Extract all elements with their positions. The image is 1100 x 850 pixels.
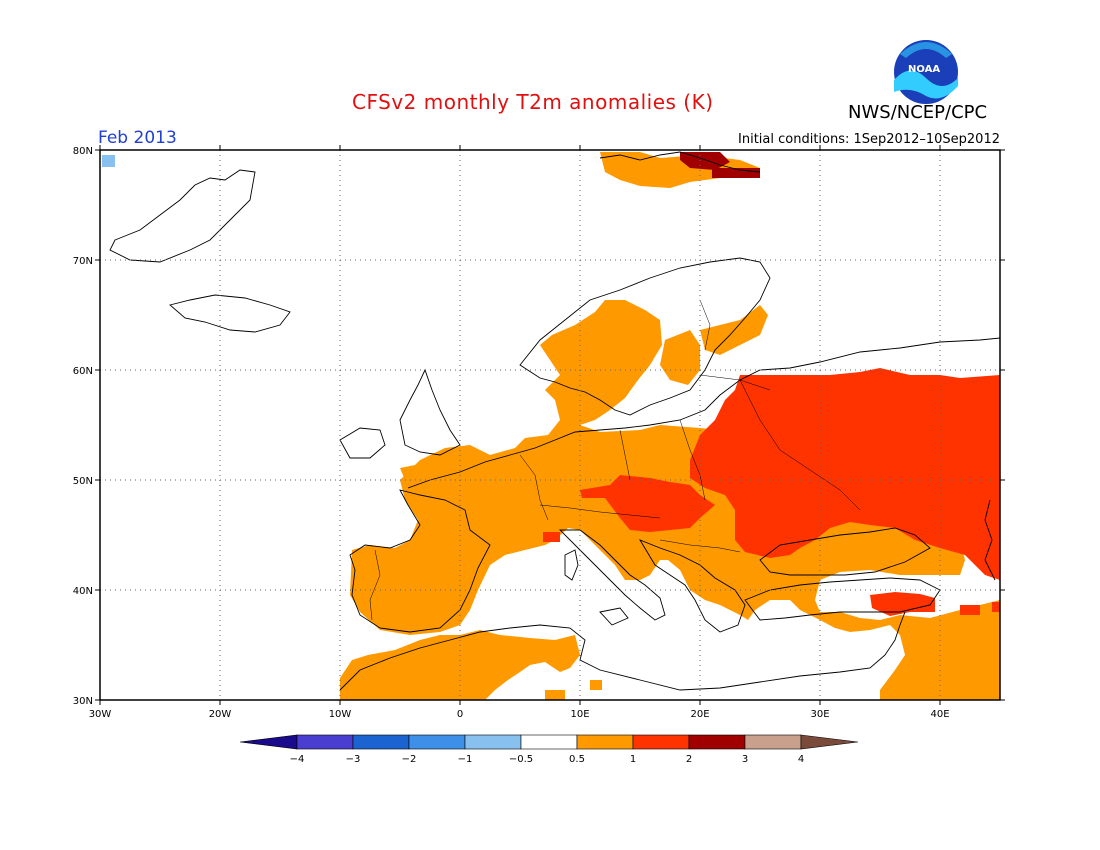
latitude-tick-label: 60N [73, 366, 93, 377]
colorbar-label: 1 [630, 754, 636, 765]
coastline-italy [558, 529, 666, 621]
colorbar-swatch [688, 734, 746, 750]
colorbar-swatch [632, 734, 690, 750]
coastline-iberia [349, 489, 491, 633]
colorbar-swatch [576, 734, 634, 750]
colorbar-label: −1 [458, 754, 473, 765]
border-ukraine-russia [739, 379, 861, 511]
longitude-tick-label: 30E [810, 709, 829, 720]
anomaly-region-greenland-cool [102, 155, 115, 167]
anomaly-region-eastern-europe [690, 368, 1000, 580]
border-germany-poland [619, 429, 631, 481]
colorbar-swatch [520, 734, 578, 750]
anomaly-region-libya-patch [545, 680, 602, 700]
map-frame [99, 149, 1001, 701]
border-poland-east [679, 419, 706, 501]
coastline-iceland [169, 294, 291, 333]
anomaly-fill-layer [102, 152, 1000, 700]
colorbar-swatch [352, 734, 410, 750]
map-title: CFSv2 monthly T2m anomalies (K) [352, 90, 714, 114]
longitude-tick-label: 0 [457, 709, 463, 720]
border-baltics [699, 374, 771, 391]
coastline-sardinia-corsica [564, 549, 579, 581]
colorbar-swatch [464, 734, 522, 750]
colorbar-label: 2 [686, 754, 692, 765]
longitude-tick-label: 10E [570, 709, 589, 720]
longitude-tick-label: 20W [209, 709, 232, 720]
coastline-greenland [109, 169, 256, 263]
longitude-labels: 30W 20W 10W 0 10E 20E 30E 40E [89, 709, 950, 720]
border-france-germany [519, 454, 549, 521]
longitude-tick-label: 40E [930, 709, 949, 720]
latitude-labels: 30N 40N 50N 60N 70N 80N [73, 146, 93, 707]
anomaly-region-turkey-red [870, 592, 1000, 616]
border-alps [539, 504, 661, 519]
organization-label: NWS/NCEP/CPC [848, 102, 988, 123]
coastline-levant [884, 611, 906, 656]
coastline-sicily [599, 607, 629, 626]
coastline-north-africa [339, 624, 886, 691]
colorbar-label: 4 [798, 754, 804, 765]
colorbar-label: −0.5 [509, 754, 533, 765]
coastline-balkans [638, 539, 746, 633]
colorbar-extend-high [800, 734, 859, 750]
colorbar-label: 0.5 [569, 754, 585, 765]
anomaly-region-baltic [660, 330, 700, 385]
noaa-logo-text: NOAA [894, 42, 958, 106]
border-balkans [659, 539, 741, 553]
border-finland [699, 299, 711, 351]
colorbar-swatch [296, 734, 354, 750]
logo-lettering: NOAA [908, 64, 941, 75]
graticule [100, 150, 1000, 700]
anomaly-region-balkan-red [543, 532, 560, 542]
coastline-great-britain [339, 368, 461, 459]
latitude-tick-label: 30N [73, 696, 93, 707]
latitude-tick-label: 70N [73, 256, 93, 267]
forecast-period: Feb 2013 [98, 128, 177, 148]
latitude-tick-label: 40N [73, 586, 93, 597]
coastline-black-sea [759, 527, 931, 576]
tick-marks [95, 145, 1005, 705]
colorbar-extend-low [239, 734, 298, 750]
colorbar-swatch [408, 734, 466, 750]
colorbar: −4 −3 −2 −1 −0.5 0.5 1 2 3 4 [239, 734, 859, 765]
country-borders [369, 299, 861, 621]
coastlines [109, 151, 1000, 691]
colorbar-label: 3 [742, 754, 748, 765]
longitude-tick-label: 20E [690, 709, 709, 720]
initial-conditions: Initial conditions: 1Sep2012–10Sep2012 [738, 132, 1000, 147]
coastline-turkey [744, 577, 941, 621]
border-spain-portugal [369, 549, 381, 621]
colorbar-swatch [744, 734, 802, 750]
coastline-svalbard [599, 151, 761, 173]
latitude-tick-label: 50N [73, 476, 93, 487]
latitude-tick-label: 80N [73, 146, 93, 157]
anomaly-region-iberia-north [400, 462, 470, 480]
coastline-scandinavia [519, 257, 771, 416]
longitude-tick-label: 30W [89, 709, 112, 720]
colorbar-label: −2 [402, 754, 417, 765]
colorbar-label: −3 [346, 754, 361, 765]
colorbar-label: −4 [290, 754, 305, 765]
longitude-tick-label: 10W [329, 709, 352, 720]
coastline-caspian [984, 499, 996, 581]
anomaly-region-central-europe [580, 475, 715, 532]
